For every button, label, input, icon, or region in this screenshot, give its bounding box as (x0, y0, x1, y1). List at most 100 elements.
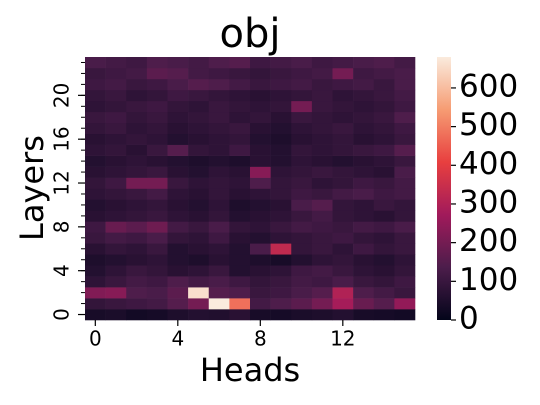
heatmap-cell (311, 276, 333, 288)
heatmap-cell (332, 67, 354, 80)
heatmap-cell (250, 67, 271, 80)
heatmap-cell (188, 166, 210, 178)
heatmap-cell (85, 298, 106, 310)
heatmap-cell (126, 67, 148, 80)
heatmap-cell (291, 57, 313, 69)
heatmap-cell (229, 122, 251, 135)
heatmap-cell (394, 89, 416, 102)
heatmap-cell (208, 265, 230, 277)
heatmap-cell (394, 111, 416, 124)
heatmap-cell (353, 188, 375, 200)
heatmap-cell (188, 188, 210, 200)
heatmap-cell (311, 188, 333, 200)
heatmap-cell (332, 100, 354, 113)
heatmap-cell (85, 155, 106, 167)
heatmap-cell (167, 67, 189, 80)
heatmap-cell (311, 177, 333, 189)
heatmap-cell (126, 199, 148, 211)
heatmap-cell (229, 199, 251, 211)
heatmap-cell (188, 309, 210, 321)
heatmap-cell (146, 309, 168, 321)
heatmap-cell (394, 287, 416, 299)
heatmap-cell (208, 122, 230, 135)
heatmap-cell (353, 221, 375, 233)
heatmap-cell (394, 265, 416, 277)
heatmap-cell (311, 221, 333, 233)
heatmap-cell (167, 122, 189, 135)
heatmap-cell (167, 89, 189, 102)
heatmap-cell (332, 232, 354, 244)
heatmap-cell (373, 232, 395, 244)
heatmap-cell (188, 243, 210, 255)
heatmap-cell (250, 276, 271, 288)
heatmap-cell (373, 177, 395, 189)
heatmap-cell (146, 188, 168, 200)
heatmap-cell (85, 144, 106, 156)
heatmap-cell (291, 188, 313, 200)
heatmap-cell (167, 265, 189, 277)
heatmap-cell (311, 199, 333, 211)
heatmap-cell (146, 232, 168, 244)
heatmap-cell (311, 89, 333, 102)
heatmap-cell (373, 133, 395, 145)
heatmap-cell (146, 254, 168, 266)
heatmap-cell (250, 188, 271, 200)
heatmap-cell (188, 122, 210, 135)
heatmap-cell (105, 232, 127, 244)
heatmap-cell (146, 67, 168, 80)
heatmap-cell (250, 122, 271, 135)
heatmap-cell (85, 309, 106, 321)
heatmap-cell (270, 210, 292, 222)
heatmap-cell (229, 133, 251, 145)
heatmap-cell (126, 166, 148, 178)
heatmap-cell (394, 276, 416, 288)
heatmap-cell (353, 210, 375, 222)
heatmap-cell (146, 100, 168, 113)
heatmap-cell (311, 254, 333, 266)
heatmap-cell (85, 265, 106, 277)
heatmap-cell (270, 111, 292, 124)
heatmap-cell (250, 111, 271, 124)
heatmap-cell (291, 166, 313, 178)
heatmap-cell (208, 243, 230, 255)
heatmap-cell (85, 254, 106, 266)
heatmap-cell (373, 100, 395, 113)
heatmap-cell (105, 133, 127, 145)
heatmap-cell (105, 67, 127, 80)
heatmap-cell (126, 188, 148, 200)
heatmap-cell (291, 298, 313, 310)
heatmap-cell (332, 111, 354, 124)
heatmap-cell (270, 309, 292, 321)
heatmap-cell (332, 188, 354, 200)
heatmap-cell (229, 265, 251, 277)
heatmap-cell (167, 221, 189, 233)
heatmap-cell (146, 166, 168, 178)
heatmap-cell (311, 144, 333, 156)
heatmap-cell (208, 298, 230, 310)
heatmap-cell (332, 298, 354, 310)
heatmap-cell (229, 57, 251, 69)
heatmap-cell (188, 221, 210, 233)
heatmap-cell (353, 67, 375, 80)
heatmap-cell (332, 199, 354, 211)
heatmap-cell (332, 155, 354, 167)
heatmap-cell (85, 243, 106, 255)
heatmap-cell (394, 199, 416, 211)
heatmap-cell (167, 188, 189, 200)
y-tick-label: 20 (50, 83, 74, 108)
heatmap-cell (208, 287, 230, 299)
heatmap-cell (250, 265, 271, 277)
heatmap-cell (126, 254, 148, 266)
heatmap-cell (394, 177, 416, 189)
heatmap-cell (105, 155, 127, 167)
heatmap-cell (353, 199, 375, 211)
heatmap-cell (229, 243, 251, 255)
y-tick-label: 0 (50, 308, 74, 321)
heatmap-cell (126, 265, 148, 277)
heatmap-cell (188, 254, 210, 266)
heatmap-cell (126, 122, 148, 135)
y-tick-label: 8 (50, 220, 74, 233)
heatmap-cell (250, 144, 271, 156)
heatmap-cell (250, 243, 271, 255)
heatmap-cell (270, 133, 292, 145)
